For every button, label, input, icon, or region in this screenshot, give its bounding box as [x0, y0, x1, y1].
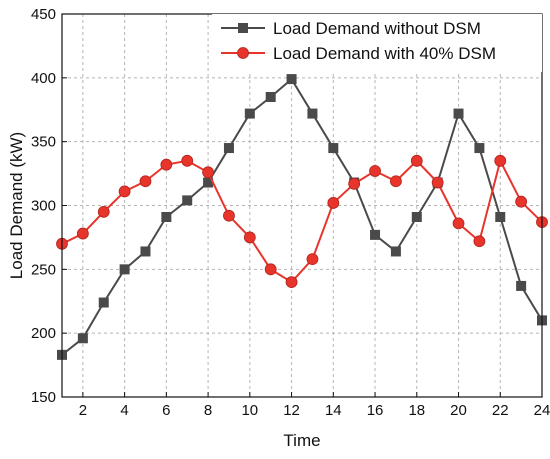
y-tick-label: 200	[31, 325, 56, 342]
data-point	[411, 211, 422, 222]
data-point	[306, 253, 319, 266]
x-tick-label: 22	[492, 402, 509, 419]
legend-marker	[238, 23, 248, 33]
data-point	[265, 91, 276, 102]
data-point	[139, 175, 152, 188]
data-point	[140, 246, 151, 257]
legend-label: Load Demand with 40% DSM	[273, 44, 496, 63]
series-layer	[56, 74, 548, 360]
y-tick-label: 300	[31, 198, 56, 215]
data-point	[160, 158, 173, 171]
data-point	[161, 211, 172, 222]
data-point	[452, 217, 465, 230]
data-point	[410, 154, 423, 167]
data-point	[243, 231, 256, 244]
x-tick-label: 10	[241, 402, 258, 419]
data-point	[286, 74, 297, 85]
series-line-1	[61, 77, 543, 356]
data-point	[495, 211, 506, 222]
data-point	[453, 108, 464, 119]
data-point	[473, 235, 486, 248]
data-point	[182, 195, 193, 206]
x-tick-label: 24	[534, 402, 550, 419]
data-point	[244, 108, 255, 119]
y-axis-title: Load Demand (kW)	[7, 132, 26, 279]
x-tick-label: 6	[162, 402, 170, 419]
data-point	[369, 165, 381, 177]
legend-label: Load Demand without DSM	[273, 19, 481, 38]
data-point	[327, 197, 340, 209]
y-tick-label: 400	[31, 70, 56, 87]
data-point	[307, 108, 318, 119]
legend-marker	[237, 47, 249, 59]
y-tick-label: 250	[31, 261, 56, 278]
data-point	[203, 177, 214, 188]
data-point	[431, 176, 444, 189]
data-point	[328, 143, 339, 154]
data-point	[348, 177, 361, 190]
y-tick-label: 350	[31, 134, 56, 151]
data-point	[98, 297, 109, 308]
data-point	[181, 154, 194, 167]
data-point	[118, 185, 131, 198]
data-point	[223, 143, 234, 154]
x-tick-label: 4	[120, 402, 128, 419]
legend: Load Demand without DSM Load Demand with …	[212, 14, 542, 72]
x-tick-label: 12	[283, 402, 300, 419]
y-tick-label: 450	[31, 6, 56, 23]
data-point	[390, 175, 402, 188]
data-point	[515, 195, 528, 208]
x-tick-label: 18	[408, 402, 425, 419]
data-point	[77, 333, 88, 344]
data-point	[202, 166, 214, 179]
series-line-2	[61, 158, 543, 284]
legend-box	[212, 14, 542, 72]
data-point	[370, 229, 381, 240]
data-point	[285, 276, 298, 289]
data-point	[119, 264, 130, 275]
data-point	[494, 154, 507, 167]
x-axis-title: Time	[283, 431, 320, 450]
x-tick-label: 16	[367, 402, 384, 419]
data-point	[264, 263, 277, 276]
data-point	[97, 205, 110, 218]
x-tick-label: 2	[79, 402, 87, 419]
data-point	[76, 227, 89, 240]
data-point	[474, 143, 485, 154]
data-point	[223, 209, 235, 222]
data-point	[516, 280, 527, 291]
axis-ticks: 2 4 6 8 10 12 14 16 18 20 22 2415020025030035040045…	[31, 6, 550, 419]
x-tick-label: 14	[325, 402, 342, 419]
data-point	[390, 246, 401, 257]
y-tick-label: 150	[31, 389, 56, 406]
x-tick-label: 20	[450, 402, 467, 419]
x-tick-label: 8	[204, 402, 212, 419]
